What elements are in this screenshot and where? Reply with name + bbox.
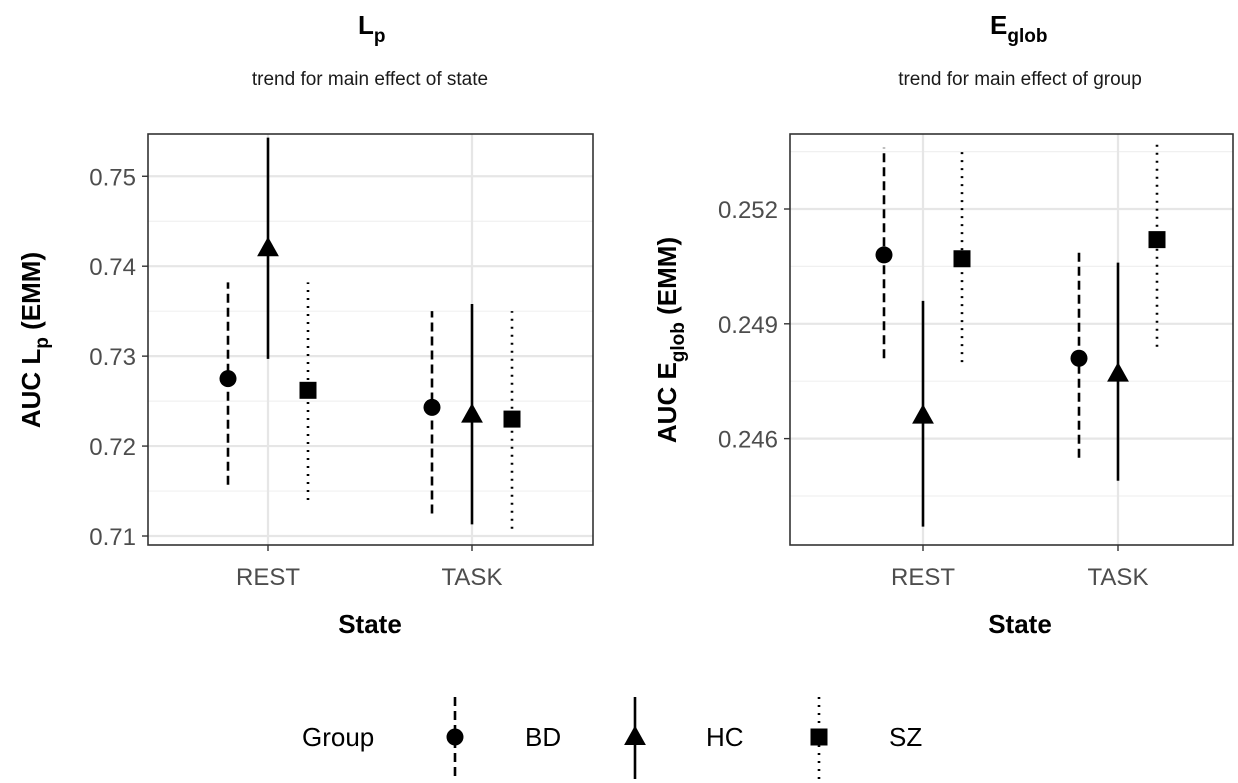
panel-border [147, 133, 594, 546]
right-title: Eglob [990, 10, 1047, 47]
y-tick-label: 0.252 [718, 197, 778, 224]
y-tick-label: 0.249 [718, 312, 778, 339]
x-tick-label: TASK [1088, 564, 1149, 591]
legend: Group BD HC SZ [302, 697, 922, 779]
x-tick-label: REST [891, 564, 955, 591]
panel-border [789, 133, 1234, 546]
left-y-axis-title: AUC Lp (EMM) [16, 252, 53, 428]
legend-label-hc: HC [706, 722, 744, 752]
point-bd [219, 370, 237, 388]
legend-label-bd: BD [525, 722, 561, 752]
point-sz [299, 381, 317, 399]
point-bd [1070, 349, 1088, 367]
point-sz [503, 410, 521, 428]
legend-title: Group [302, 722, 374, 752]
y-tick-label: 0.73 [89, 344, 136, 371]
panel-background [148, 134, 593, 545]
point-hc [461, 403, 483, 423]
point-hc [1107, 362, 1129, 382]
right-x-axis-title: State [988, 609, 1052, 639]
legend-key-marker-hc [624, 725, 646, 746]
point-hc [912, 404, 934, 424]
legend-label-sz: SZ [889, 722, 922, 752]
right-y-axis-title: AUC Eglob (EMM) [652, 237, 689, 443]
x-tick-label: TASK [442, 564, 503, 591]
y-tick-label: 0.75 [89, 164, 136, 191]
y-tick-label: 0.246 [718, 427, 778, 454]
right-subtitle: trend for main effect of group [898, 69, 1142, 90]
legend-items: BD HC SZ [446, 697, 922, 779]
left-x-axis-title: State [338, 609, 402, 639]
point-sz [953, 250, 971, 268]
point-bd [423, 398, 441, 416]
left-plot-panel: 0.71 0.72 0.73 0.74 0.75 REST TASK [89, 133, 594, 591]
x-tick-label: REST [236, 564, 300, 591]
y-tick-label: 0.72 [89, 434, 136, 461]
point-bd [875, 246, 893, 264]
point-hc [257, 236, 279, 257]
y-tick-label: 0.71 [89, 524, 136, 551]
legend-key-marker-bd [446, 728, 464, 746]
right-plot-panel: 0.246 0.249 0.252 REST TASK [718, 133, 1234, 591]
left-title: Lp [358, 10, 386, 47]
legend-key-marker-sz [810, 728, 828, 746]
left-subtitle: trend for main effect of state [252, 69, 488, 90]
point-sz [1148, 231, 1166, 249]
y-tick-label: 0.74 [89, 254, 136, 281]
panel-background [790, 134, 1233, 545]
